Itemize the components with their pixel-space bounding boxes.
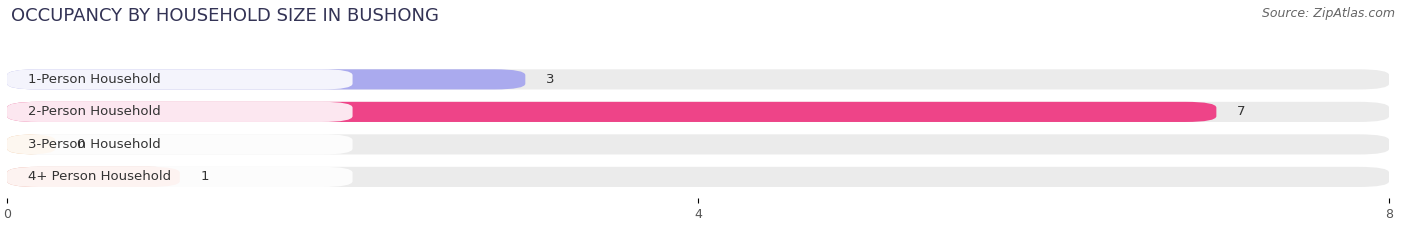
Text: 1: 1	[201, 170, 209, 183]
FancyBboxPatch shape	[7, 167, 353, 187]
FancyBboxPatch shape	[7, 134, 1389, 154]
FancyBboxPatch shape	[7, 102, 1216, 122]
Text: 1-Person Household: 1-Person Household	[28, 73, 160, 86]
FancyBboxPatch shape	[7, 69, 1389, 89]
FancyBboxPatch shape	[7, 102, 1389, 122]
Text: 3-Person Household: 3-Person Household	[28, 138, 160, 151]
FancyBboxPatch shape	[7, 167, 1389, 187]
FancyBboxPatch shape	[7, 69, 526, 89]
Text: 4+ Person Household: 4+ Person Household	[28, 170, 172, 183]
Text: OCCUPANCY BY HOUSEHOLD SIZE IN BUSHONG: OCCUPANCY BY HOUSEHOLD SIZE IN BUSHONG	[11, 7, 439, 25]
Text: 3: 3	[546, 73, 554, 86]
Text: 2-Person Household: 2-Person Household	[28, 105, 160, 118]
FancyBboxPatch shape	[7, 167, 180, 187]
Text: 0: 0	[76, 138, 84, 151]
FancyBboxPatch shape	[7, 134, 55, 154]
FancyBboxPatch shape	[7, 134, 353, 154]
Text: 7: 7	[1237, 105, 1246, 118]
FancyBboxPatch shape	[7, 102, 353, 122]
FancyBboxPatch shape	[7, 69, 353, 89]
Text: Source: ZipAtlas.com: Source: ZipAtlas.com	[1261, 7, 1395, 20]
